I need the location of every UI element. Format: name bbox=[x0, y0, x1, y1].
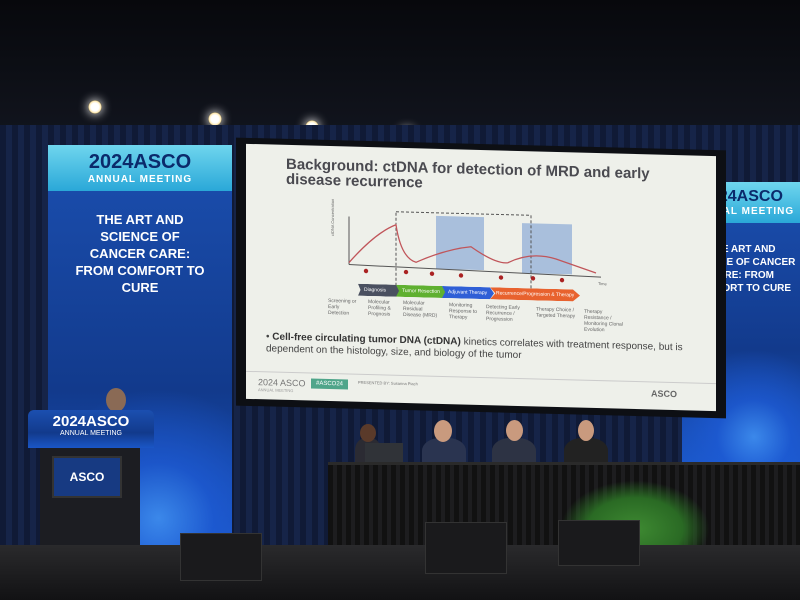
phase-adjuvant-therapy: Adjuvant Therapy bbox=[442, 286, 494, 299]
stage-monitor-speaker bbox=[180, 533, 262, 581]
x-axis-label: Time bbox=[598, 281, 608, 286]
caption: Molecular Residual Disease (MRD) bbox=[403, 299, 438, 319]
caption: Screening or Early Detection bbox=[328, 297, 357, 317]
podium-subtitle: ANNUAL MEETING bbox=[60, 430, 122, 437]
stage-monitor-speaker bbox=[425, 522, 507, 574]
stage-light bbox=[88, 100, 102, 114]
panelist-head bbox=[360, 424, 376, 442]
podium-year: 2024 bbox=[52, 413, 87, 430]
panelist-head bbox=[578, 420, 594, 441]
banner-subtitle: ANNUAL MEETING bbox=[689, 206, 795, 217]
podium-sign: 2024ASCO ANNUAL MEETING bbox=[28, 410, 154, 448]
banner-tagline: THE ART AND SCIENCE OF CANCER CARE: FROM… bbox=[75, 212, 205, 295]
phase-recurrence: Recurrence/Progression & Therapy bbox=[490, 287, 580, 301]
caption: Therapy Choice / Targeted Therapy bbox=[536, 306, 576, 320]
footer-presenter: PRESENTED BY: Susanna Piach bbox=[358, 379, 418, 387]
ctdna-curve bbox=[348, 223, 597, 274]
caption: Monitoring Response to Therapy bbox=[449, 302, 478, 321]
banner-tagline: THE ART AND SCIENCE OF CANCER CARE: FROM… bbox=[688, 244, 796, 294]
banner-brand: ASCO bbox=[133, 151, 192, 173]
banner-year: 2024 bbox=[88, 151, 134, 173]
caption: Molecular Profiling & Prognosis bbox=[368, 299, 391, 318]
ceiling bbox=[0, 0, 800, 130]
panelist-head bbox=[434, 420, 452, 442]
banner-subtitle: ANNUAL MEETING bbox=[87, 174, 193, 185]
stage-monitor-speaker bbox=[558, 520, 640, 566]
caption: Detecting Early Recurrence / Progression bbox=[486, 304, 520, 323]
x-axis bbox=[348, 264, 602, 278]
ctdna-diagram: ctDNA Concentration Time bbox=[330, 199, 608, 297]
shaded-region bbox=[522, 223, 572, 275]
podium-brand: ASCO bbox=[86, 413, 130, 430]
footer-logo: ASCO bbox=[651, 388, 678, 400]
speaker-head bbox=[106, 388, 126, 412]
stage-light bbox=[208, 112, 222, 126]
stage-floor bbox=[0, 545, 800, 600]
phase-tumor-resection: Tumor Resection bbox=[396, 285, 446, 298]
presentation-slide: Background: ctDNA for detection of MRD a… bbox=[246, 143, 716, 412]
panelist-head bbox=[506, 420, 523, 441]
footer-hashtag: #ASCO24 bbox=[311, 378, 349, 390]
mrd-box bbox=[395, 211, 532, 297]
shaded-region bbox=[436, 215, 484, 271]
y-axis-label: ctDNA Concentration bbox=[330, 199, 335, 236]
blood-drop-icons bbox=[363, 268, 565, 283]
footer-meeting-sub: ANNUAL MEETING bbox=[258, 387, 294, 394]
caption: Therapy Resistance / Monitoring Clonal E… bbox=[584, 308, 623, 334]
banner-brand: ASCO bbox=[736, 188, 783, 205]
slide-bullet: • Cell-free circulating tumor DNA (ctDNA… bbox=[266, 331, 683, 362]
phase-diagnosis: Diagnosis bbox=[358, 284, 400, 297]
podium-logo: ASCO bbox=[52, 456, 122, 498]
